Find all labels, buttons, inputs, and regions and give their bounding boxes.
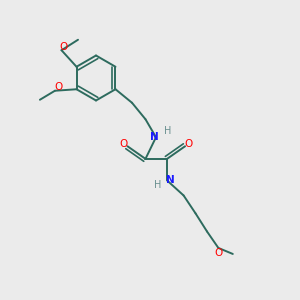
Text: O: O — [54, 82, 63, 92]
Text: N: N — [166, 175, 175, 185]
Text: O: O — [214, 248, 223, 258]
Text: H: H — [164, 126, 171, 136]
Text: O: O — [119, 139, 128, 149]
Text: H: H — [154, 180, 161, 190]
Text: N: N — [150, 132, 159, 142]
Text: O: O — [59, 42, 67, 52]
Text: O: O — [185, 139, 193, 149]
